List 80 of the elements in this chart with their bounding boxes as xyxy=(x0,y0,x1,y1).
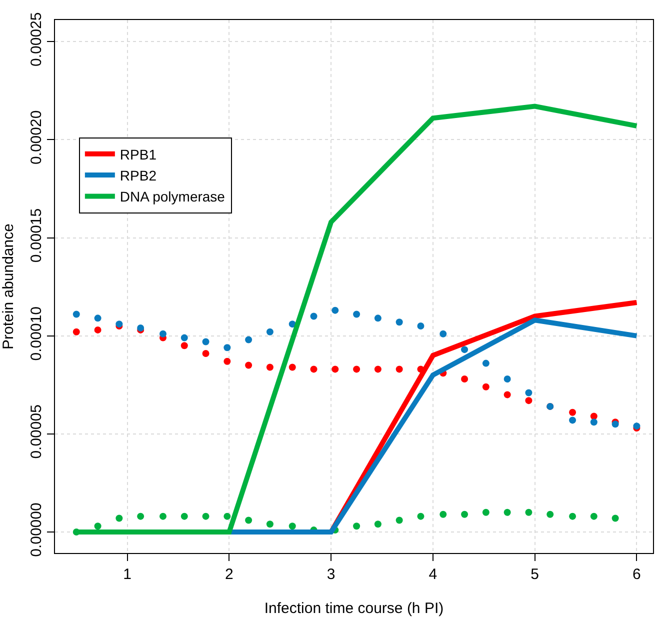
point xyxy=(310,312,318,320)
point xyxy=(202,338,210,346)
point xyxy=(224,358,231,365)
x-tick-label: 6 xyxy=(632,566,641,583)
point xyxy=(202,512,210,520)
point xyxy=(288,522,296,530)
point xyxy=(590,512,598,520)
point xyxy=(94,314,102,322)
legend-label: DNA polymerase xyxy=(120,188,226,205)
legend-label: RPB2 xyxy=(120,168,157,184)
point xyxy=(504,508,511,516)
point xyxy=(396,366,403,373)
point xyxy=(396,318,403,326)
point xyxy=(374,314,382,322)
x-tick-label: 4 xyxy=(428,566,438,583)
point xyxy=(180,334,188,342)
point xyxy=(374,366,382,373)
point xyxy=(72,310,80,318)
point xyxy=(332,366,339,373)
point xyxy=(590,412,598,420)
point xyxy=(266,328,274,336)
point xyxy=(180,342,188,350)
point xyxy=(569,416,576,424)
point xyxy=(461,346,468,354)
point xyxy=(461,510,468,518)
point xyxy=(525,508,532,516)
point xyxy=(266,520,274,528)
x-tick-label: 5 xyxy=(530,566,539,583)
point xyxy=(353,522,360,530)
point xyxy=(202,350,210,357)
point xyxy=(94,522,102,530)
point xyxy=(159,512,166,520)
y-axis-title: Protein abundance xyxy=(0,224,17,350)
y-tick-label: 0.00015 xyxy=(28,208,45,263)
point xyxy=(417,322,424,330)
point xyxy=(224,344,231,352)
point xyxy=(504,376,511,382)
point xyxy=(525,389,532,396)
point xyxy=(353,366,360,373)
x-axis-title: Infection time course (h PI) xyxy=(264,600,444,617)
point xyxy=(224,512,231,520)
point xyxy=(546,510,554,518)
point xyxy=(525,397,532,404)
point xyxy=(245,362,252,369)
point xyxy=(245,336,252,344)
legend-label: RPB1 xyxy=(120,146,157,162)
point xyxy=(288,364,296,371)
y-tick-label: 0.00010 xyxy=(28,306,45,361)
point xyxy=(159,330,166,338)
point xyxy=(482,383,490,390)
point xyxy=(440,330,447,338)
point xyxy=(612,514,619,522)
point xyxy=(94,326,102,334)
point xyxy=(482,360,490,367)
x-tick-label: 1 xyxy=(123,566,132,583)
point xyxy=(180,512,188,520)
point xyxy=(417,512,424,520)
point xyxy=(245,516,252,524)
y-tick-label: 0.00000 xyxy=(28,502,45,557)
y-tick-label: 0.00025 xyxy=(28,12,45,66)
point xyxy=(590,418,598,426)
y-tick-label: 0.00005 xyxy=(28,404,45,459)
point xyxy=(310,366,318,373)
point xyxy=(72,328,80,336)
point xyxy=(332,306,339,314)
y-tick-label: 0.00020 xyxy=(28,110,45,165)
point xyxy=(504,391,511,398)
x-tick-label: 3 xyxy=(326,566,336,583)
point xyxy=(440,510,447,518)
point xyxy=(482,508,490,516)
point xyxy=(353,310,360,318)
point xyxy=(374,520,382,528)
point xyxy=(116,514,123,522)
point xyxy=(396,516,403,524)
point xyxy=(461,376,468,382)
point xyxy=(266,364,274,371)
point xyxy=(569,512,576,520)
point xyxy=(569,408,576,416)
point xyxy=(137,512,144,520)
x-tick-label: 2 xyxy=(225,566,234,583)
